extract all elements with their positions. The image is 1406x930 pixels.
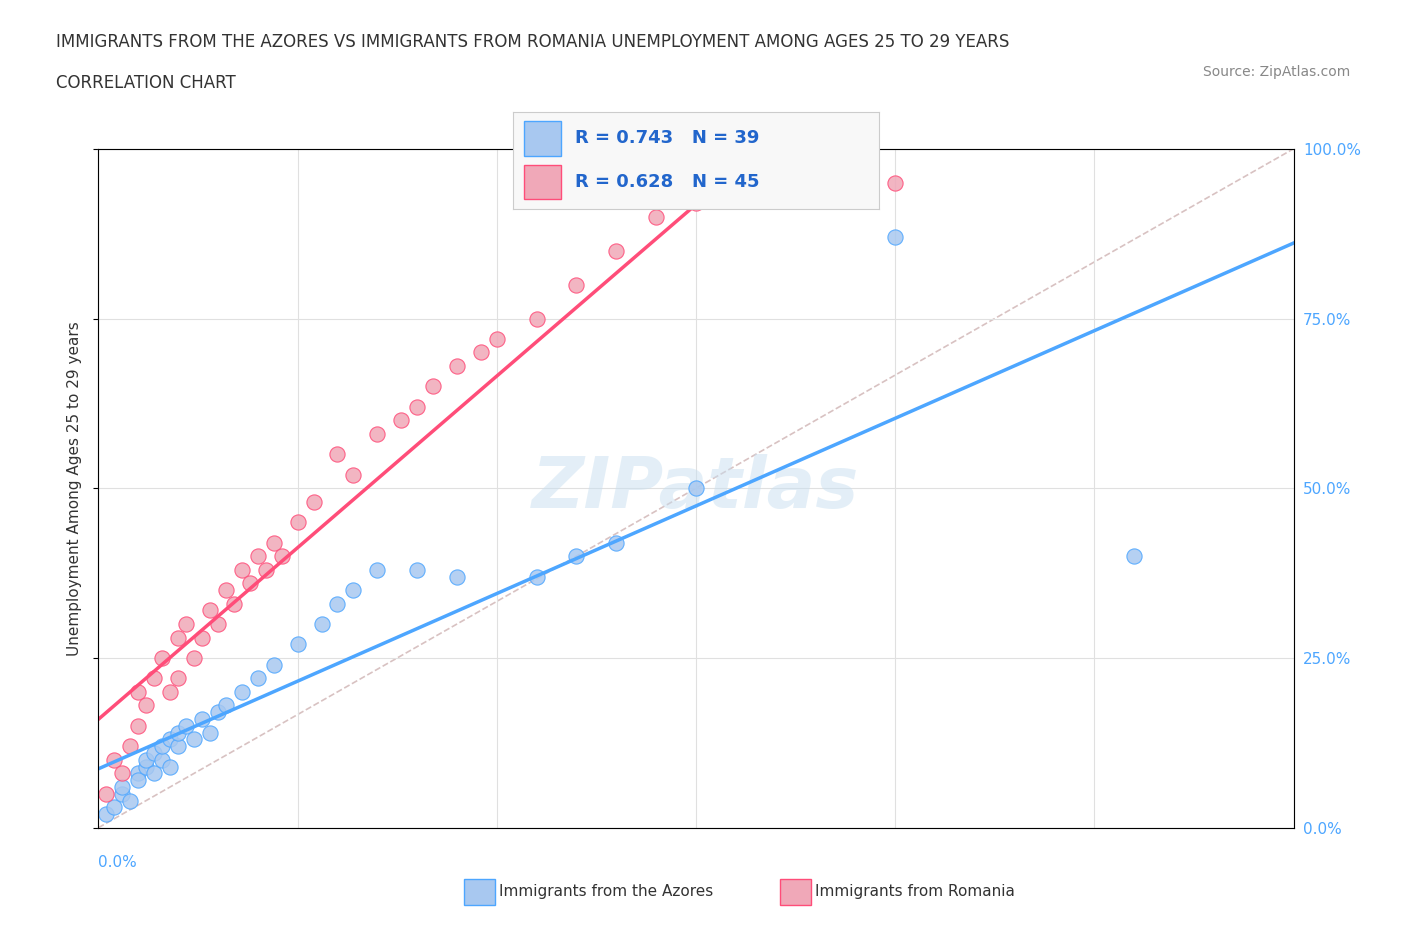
Point: [287, 515, 309, 530]
Point: [167, 671, 190, 685]
Point: [198, 725, 221, 740]
Point: [485, 331, 508, 346]
Point: [135, 759, 157, 774]
Point: [127, 684, 149, 699]
Point: [143, 671, 166, 685]
Point: [645, 209, 668, 224]
Point: [127, 766, 149, 781]
Point: [326, 596, 349, 611]
Point: [127, 719, 149, 734]
Point: [342, 582, 364, 598]
Point: [207, 617, 229, 631]
Point: [724, 176, 747, 191]
Point: [167, 738, 190, 753]
Text: R = 0.743   N = 39: R = 0.743 N = 39: [575, 129, 759, 147]
Point: [470, 345, 492, 360]
Point: [326, 446, 349, 461]
Point: [150, 651, 173, 666]
Point: [526, 312, 548, 326]
Point: [111, 766, 134, 781]
Point: [174, 719, 197, 734]
Point: [150, 752, 173, 767]
Point: [246, 549, 269, 564]
Point: [103, 752, 125, 767]
Point: [804, 141, 827, 156]
Point: [120, 793, 142, 808]
Point: [685, 195, 707, 210]
Text: Immigrants from the Azores: Immigrants from the Azores: [499, 884, 713, 899]
Point: [183, 732, 205, 747]
Point: [143, 766, 166, 781]
Point: [103, 800, 125, 815]
Point: [159, 759, 181, 774]
Point: [422, 379, 444, 394]
FancyBboxPatch shape: [524, 122, 561, 155]
Point: [239, 576, 262, 591]
Point: [884, 176, 907, 191]
Point: [263, 535, 285, 550]
Point: [311, 617, 333, 631]
Text: ZIPatlas: ZIPatlas: [533, 454, 859, 523]
Point: [366, 427, 388, 442]
Point: [246, 671, 269, 685]
Point: [111, 779, 134, 794]
Point: [167, 631, 190, 645]
Point: [254, 563, 277, 578]
Point: [191, 711, 214, 726]
Point: [342, 467, 364, 482]
Point: [174, 617, 197, 631]
Point: [167, 725, 190, 740]
Point: [446, 359, 468, 374]
Point: [389, 413, 412, 428]
Point: [159, 732, 181, 747]
Text: CORRELATION CHART: CORRELATION CHART: [56, 74, 236, 92]
Point: [135, 752, 157, 767]
Point: [526, 569, 548, 584]
Point: [96, 787, 118, 802]
Point: [215, 582, 238, 598]
Point: [191, 631, 214, 645]
Point: [565, 549, 588, 564]
Point: [605, 244, 627, 259]
Point: [231, 563, 253, 578]
Point: [96, 806, 118, 821]
Point: [406, 563, 429, 578]
Point: [159, 684, 181, 699]
Point: [565, 277, 588, 292]
Point: [605, 535, 627, 550]
Point: [215, 698, 238, 713]
Point: [884, 230, 907, 245]
Text: 0.0%: 0.0%: [98, 855, 138, 870]
Point: [198, 603, 221, 618]
Point: [765, 155, 787, 170]
Point: [135, 698, 157, 713]
Point: [366, 563, 388, 578]
FancyBboxPatch shape: [524, 166, 561, 200]
Text: Immigrants from Romania: Immigrants from Romania: [815, 884, 1015, 899]
Point: [120, 738, 142, 753]
Point: [287, 637, 309, 652]
Point: [270, 549, 292, 564]
Point: [207, 705, 229, 720]
Text: R = 0.628   N = 45: R = 0.628 N = 45: [575, 173, 759, 191]
Point: [127, 773, 149, 788]
Point: [1123, 549, 1146, 564]
Point: [183, 651, 205, 666]
Point: [150, 738, 173, 753]
Point: [446, 569, 468, 584]
Point: [231, 684, 253, 699]
Point: [222, 596, 245, 611]
Point: [302, 495, 325, 510]
Text: IMMIGRANTS FROM THE AZORES VS IMMIGRANTS FROM ROMANIA UNEMPLOYMENT AMONG AGES 25: IMMIGRANTS FROM THE AZORES VS IMMIGRANTS…: [56, 33, 1010, 50]
Point: [111, 787, 134, 802]
Point: [406, 399, 429, 414]
Text: Source: ZipAtlas.com: Source: ZipAtlas.com: [1202, 65, 1350, 79]
Y-axis label: Unemployment Among Ages 25 to 29 years: Unemployment Among Ages 25 to 29 years: [67, 321, 83, 656]
Point: [685, 481, 707, 496]
Point: [263, 658, 285, 672]
Point: [143, 746, 166, 761]
